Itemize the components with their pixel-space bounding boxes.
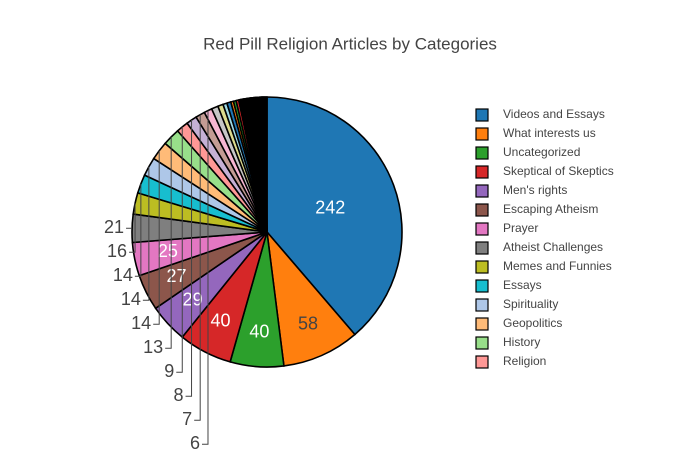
legend-label: Spirituality: [503, 297, 558, 311]
chart-title: Red Pill Religion Articles by Categories: [203, 34, 497, 53]
legend-label: History: [503, 335, 540, 349]
legend-swatch: [475, 298, 489, 312]
slice-label: 40: [210, 311, 230, 331]
legend-label: Men's rights: [503, 183, 567, 197]
slice-label: 14: [131, 313, 151, 333]
legend-swatch: [475, 241, 489, 255]
legend-swatch: [475, 260, 489, 274]
legend-swatch: [475, 222, 489, 236]
legend-swatch: [475, 279, 489, 293]
legend-swatch: [475, 146, 489, 160]
slice-label: 7: [182, 409, 192, 429]
leader-line: [153, 150, 160, 325]
legend-label: Videos and Essays: [503, 107, 605, 121]
legend-swatch: [475, 355, 489, 369]
slice-label: 6: [190, 433, 200, 450]
slice-label: 58: [298, 313, 318, 333]
legend-swatch: [475, 165, 489, 179]
leader-line: [134, 183, 142, 277]
legend-swatch: [475, 317, 489, 331]
legend-label: Religion: [503, 354, 546, 368]
leader-line: [129, 203, 136, 253]
leader-line: [165, 136, 172, 349]
slice-label: 13: [143, 337, 163, 357]
slice-label: 27: [166, 266, 186, 286]
pie-slice: [266, 96, 403, 336]
slice-label: 16: [107, 241, 127, 261]
slice-label: 40: [249, 322, 269, 342]
legend-swatch: [475, 203, 489, 217]
slice-label: 242: [315, 197, 345, 217]
slice-label: 9: [164, 361, 174, 381]
legend-label: Skeptical of Skeptics: [503, 164, 614, 178]
pie-slice: [264, 96, 268, 233]
slice-label: 8: [174, 385, 184, 405]
legend-label: Atheist Challenges: [503, 240, 603, 254]
legend-label: Escaping Atheism: [503, 202, 598, 216]
leader-line: [194, 114, 201, 421]
legend-label: What interests us: [503, 126, 596, 140]
leader-line: [201, 110, 209, 445]
slice-label: 14: [121, 289, 141, 309]
legend-swatch: [475, 108, 489, 122]
slice-label: 25: [158, 241, 178, 261]
legend-label: Memes and Funnies: [503, 259, 612, 273]
leader-line: [142, 166, 150, 301]
slice-label: 14: [113, 265, 133, 285]
pie-slice: [265, 229, 356, 367]
legend-label: Prayer: [503, 221, 538, 235]
legend-swatch: [475, 336, 489, 350]
legend-swatch: [475, 184, 489, 198]
leader-line: [185, 120, 193, 397]
slice-label: 29: [183, 290, 203, 310]
legend-label: Uncategorized: [503, 145, 580, 159]
slice-label: 21: [104, 217, 124, 237]
legend-label: Geopolitics: [503, 316, 562, 330]
leader-line: [176, 126, 183, 373]
legend-swatch: [475, 127, 489, 141]
legend-label: Essays: [503, 278, 542, 292]
